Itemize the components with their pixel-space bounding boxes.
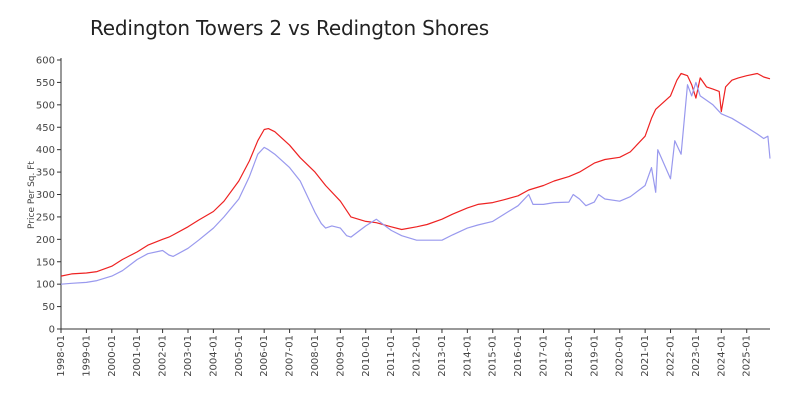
y-tick-label: 200 — [36, 235, 55, 246]
x-tick-label: 2000-01 — [107, 335, 118, 377]
y-tick-label: 450 — [36, 123, 55, 134]
x-tick-label: 2019-01 — [589, 335, 600, 377]
y-tick-label: 300 — [36, 190, 55, 201]
x-tick-label: 2021-01 — [640, 335, 651, 377]
y-tick-label: 0 — [49, 325, 55, 336]
y-axis: 0 50 100 150 200 250 300 350 400 450 500 550 600 — [36, 56, 62, 336]
x-tick-label: 2015-01 — [488, 335, 499, 377]
series-line-2 — [60, 81, 771, 285]
y-tick-label: 350 — [36, 168, 55, 179]
x-tick-label: 2001-01 — [132, 335, 143, 377]
x-tick-label: 2013-01 — [437, 335, 448, 377]
x-tick-label: 2016-01 — [513, 335, 524, 377]
x-tick-label: 2025-01 — [742, 335, 753, 377]
x-tick-label: 2007-01 — [285, 335, 296, 377]
chart-title: Redington Towers 2 vs Redington Shores — [90, 16, 490, 40]
y-tick-label: 150 — [36, 257, 55, 268]
y-tick-label: 500 — [36, 100, 55, 111]
x-tick-label: 2024-01 — [716, 335, 727, 377]
x-tick-label: 2023-01 — [691, 335, 702, 377]
x-tick-label: 2006-01 — [259, 335, 270, 377]
x-tick-label: 2004-01 — [208, 335, 219, 377]
x-tick-label: 1999-01 — [81, 335, 92, 377]
x-tick-label: 2002-01 — [158, 335, 169, 377]
y-axis-label: Price Per Sq. Ft — [27, 161, 37, 229]
x-tick-label: 2011-01 — [386, 335, 397, 377]
x-tick-label: 2003-01 — [183, 335, 194, 377]
x-tick-label: 2010-01 — [361, 335, 372, 377]
y-tick-label: 600 — [36, 56, 55, 67]
x-tick-label: 2017-01 — [539, 335, 550, 377]
series-group — [60, 72, 771, 285]
y-tick-label: 250 — [36, 212, 55, 223]
x-tick-label: 2022-01 — [666, 335, 677, 377]
x-tick-label: 1998-01 — [56, 335, 67, 377]
y-tick-label: 400 — [36, 145, 55, 156]
y-tick-label: 100 — [36, 280, 55, 291]
y-tick-label: 50 — [42, 302, 55, 313]
series-line-1 — [60, 72, 771, 277]
x-tick-label: 2020-01 — [615, 335, 626, 377]
x-tick-label: 2014-01 — [462, 335, 473, 377]
x-tick-label: 2012-01 — [412, 335, 423, 377]
x-tick-label: 2018-01 — [564, 335, 575, 377]
x-tick-label: 2008-01 — [310, 335, 321, 377]
x-tick-label: 2009-01 — [335, 335, 346, 377]
y-tick-label: 550 — [36, 78, 55, 89]
x-tick-label: 2005-01 — [234, 335, 245, 377]
x-axis: 1998-01 1999-01 2000-01 2001-01 2002-01 2003-… — [56, 328, 770, 377]
